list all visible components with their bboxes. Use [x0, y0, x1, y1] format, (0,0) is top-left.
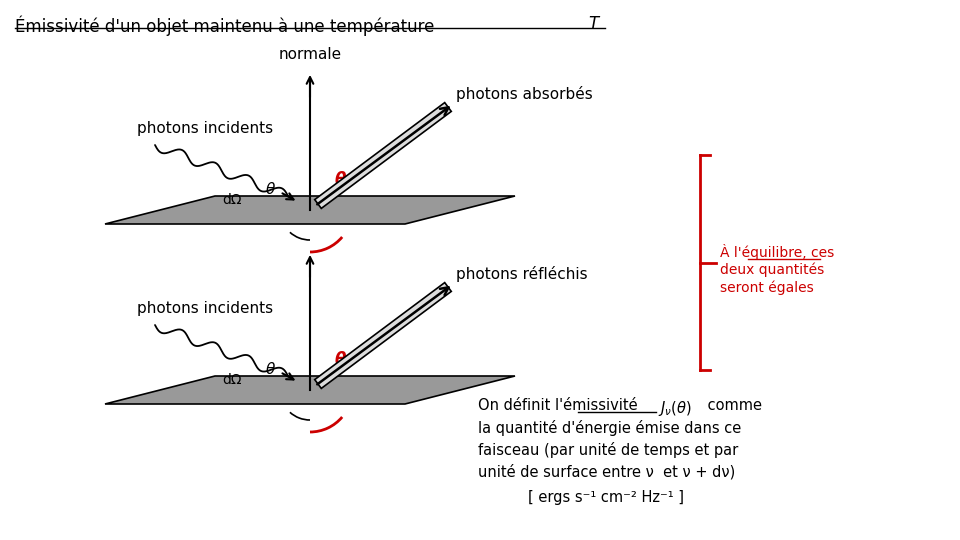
Text: À l'équilibre, ces: À l'équilibre, ces	[720, 245, 834, 260]
Text: photons absorbés: photons absorbés	[456, 86, 592, 102]
Text: θ: θ	[334, 171, 346, 189]
Text: photons réfléchis: photons réfléchis	[456, 266, 588, 282]
Text: photons incidents: photons incidents	[137, 122, 274, 137]
Polygon shape	[105, 196, 515, 224]
Text: seront égales: seront égales	[720, 280, 814, 295]
Text: dΩ: dΩ	[223, 373, 242, 387]
Text: [ ergs s⁻¹ cm⁻² Hz⁻¹ ]: [ ergs s⁻¹ cm⁻² Hz⁻¹ ]	[528, 490, 684, 505]
Text: θ: θ	[265, 183, 275, 198]
Polygon shape	[105, 376, 515, 404]
Text: On définit l'émissivité: On définit l'émissivité	[478, 398, 637, 413]
Text: photons incidents: photons incidents	[137, 301, 274, 316]
Text: unité de surface entre ν  et ν + dν): unité de surface entre ν et ν + dν)	[478, 464, 735, 480]
Text: dΩ: dΩ	[223, 193, 242, 207]
Text: Émissivité d'un objet maintenu à une température: Émissivité d'un objet maintenu à une tem…	[15, 15, 440, 36]
Text: θ: θ	[334, 351, 346, 369]
Text: normale: normale	[278, 47, 342, 62]
Text: comme: comme	[703, 398, 762, 413]
Text: θ: θ	[265, 362, 275, 377]
Text: T: T	[588, 15, 598, 33]
Text: la quantité d'énergie émise dans ce: la quantité d'énergie émise dans ce	[478, 420, 741, 436]
Text: $J_\nu(\theta)$: $J_\nu(\theta)$	[658, 399, 692, 418]
Text: faisceau (par unité de temps et par: faisceau (par unité de temps et par	[478, 442, 738, 458]
Polygon shape	[315, 103, 451, 208]
Text: deux quantités: deux quantités	[720, 262, 825, 277]
Polygon shape	[315, 282, 451, 388]
